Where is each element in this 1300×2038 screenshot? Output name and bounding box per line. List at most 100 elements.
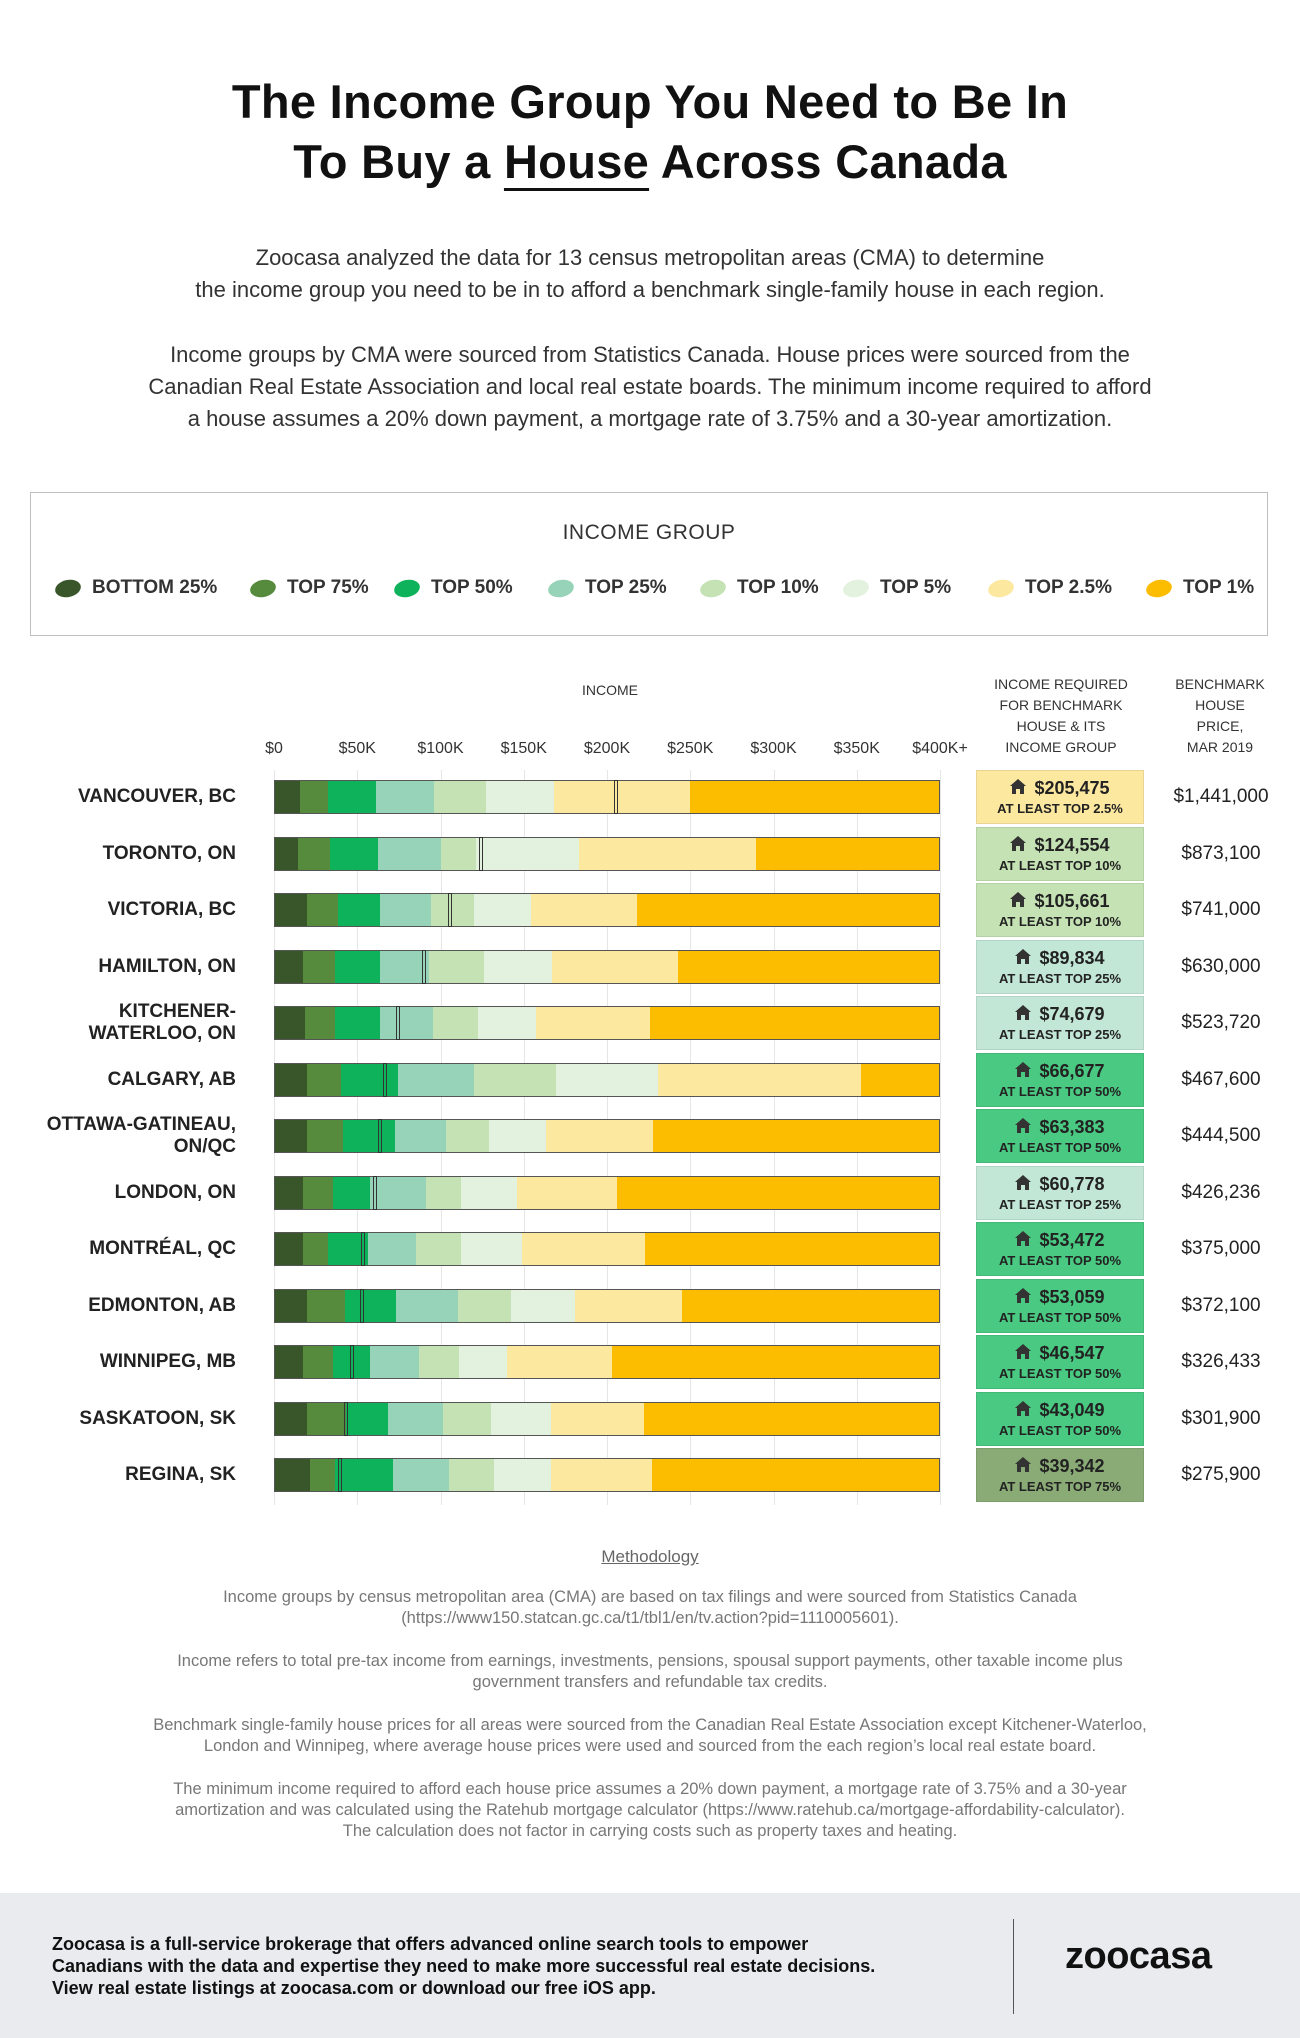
legend-swatch	[1144, 576, 1174, 600]
bar-segment	[275, 950, 304, 983]
x-tick-label: $50K	[338, 740, 376, 757]
bar-segment	[653, 1120, 939, 1152]
header-line: INCOME REQUIRED	[994, 676, 1128, 692]
intro-line: the income group you need to be in to af…	[195, 277, 1105, 302]
required-income-value: $105,661	[977, 891, 1143, 912]
required-income-amount: $46,547	[1039, 1343, 1105, 1363]
required-income-group: AT LEAST TOP 75%	[998, 1479, 1122, 1494]
bar-segment	[460, 1176, 518, 1209]
bar-segment	[376, 781, 435, 813]
required-income-marker	[383, 1062, 388, 1097]
city-label: REGINA, SK	[125, 1464, 236, 1485]
bar-segment	[329, 837, 378, 870]
stacked-bar	[274, 949, 940, 984]
bar-segment	[636, 894, 939, 926]
legend-label: TOP 2.5%	[1025, 577, 1112, 598]
legend-label: TOP 50%	[431, 577, 513, 598]
bar-segment	[275, 1063, 307, 1096]
required-income-value: $46,547	[977, 1343, 1143, 1364]
legend-label: TOP 5%	[880, 577, 952, 598]
bar-segment	[552, 950, 679, 983]
bar-segment	[494, 1459, 551, 1491]
bar-segment	[689, 781, 939, 813]
bar-segment	[550, 1402, 644, 1435]
required-income-value: $43,049	[977, 1400, 1143, 1421]
legend-item: TOP 2.5%	[986, 576, 1112, 600]
benchmark-price: $372,100	[1181, 1294, 1261, 1316]
required-income-value: $89,834	[977, 948, 1143, 969]
bar-segment	[535, 1007, 651, 1039]
page-title: The Income Group You Need to Be In To Bu…	[0, 72, 1300, 192]
required-income-marker	[614, 780, 619, 814]
house-icon	[1010, 835, 1027, 851]
required-income-amount: $89,834	[1039, 947, 1105, 968]
stacked-bar	[274, 1175, 940, 1210]
required-income-amount: $60,778	[1039, 1173, 1105, 1194]
gridline	[940, 770, 941, 1505]
bar-segment	[490, 1402, 551, 1435]
house-icon	[1010, 779, 1027, 794]
bar-segment	[303, 1233, 329, 1265]
benchmark-price: $301,900	[1181, 1407, 1261, 1429]
required-income-box: $53,059 AT LEAST TOP 50%	[976, 1278, 1144, 1333]
house-icon	[1015, 1231, 1032, 1246]
bar-segment	[275, 1459, 310, 1491]
x-tick-label: $200K	[583, 740, 631, 757]
legend-item: TOP 25%	[546, 576, 667, 600]
legend: INCOME GROUP BOTTOM 25% TOP 75% TOP 50% TOP…	[30, 492, 1268, 636]
required-income-marker	[447, 893, 452, 927]
legend-label: TOP 25%	[585, 577, 667, 598]
required-income-amount: $53,059	[1039, 1286, 1105, 1307]
header-line: HOUSE	[1195, 697, 1245, 713]
required-income-value: $124,554	[977, 835, 1143, 856]
house-icon	[1015, 1005, 1032, 1020]
bar-segment	[275, 1120, 307, 1152]
required-income-box: $46,547 AT LEAST TOP 50%	[976, 1335, 1144, 1389]
bar-segment	[459, 1346, 508, 1378]
bar-segment	[306, 1289, 345, 1322]
required-income-value: $74,679	[977, 1004, 1143, 1025]
footer-line: View real estate listings at zoocasa.com…	[52, 1978, 656, 1998]
house-icon	[1015, 948, 1032, 964]
required-income-box: $205,475 AT LEAST TOP 2.5%	[976, 770, 1144, 824]
bar-segment	[445, 1120, 490, 1152]
legend-label: TOP 75%	[287, 577, 369, 598]
methodology-title: Methodology	[601, 1547, 699, 1566]
bar-segment	[328, 781, 377, 813]
stacked-bar	[274, 836, 940, 871]
stacked-bar	[274, 1062, 940, 1097]
zoocasa-logo[interactable]: zoocasa	[1065, 1935, 1212, 1977]
required-income-amount: $43,049	[1039, 1399, 1105, 1420]
required-income-marker	[373, 1175, 378, 1210]
house-icon	[1015, 1344, 1032, 1359]
required-income-marker	[377, 1119, 382, 1153]
legend-swatch	[248, 576, 278, 600]
title-line-1: The Income Group You Need to Be In	[231, 75, 1069, 128]
bar-segment	[651, 1459, 939, 1491]
bar-segment	[860, 1063, 939, 1096]
bar-segment	[298, 837, 330, 870]
legend-item: TOP 75%	[248, 576, 369, 600]
required-income-group: AT LEAST TOP 25%	[998, 1027, 1122, 1042]
city-label-line: OTTAWA-GATINEAU,	[46, 1114, 236, 1135]
required-income-amount: $39,342	[1039, 1456, 1105, 1476]
bar-segment	[379, 950, 430, 983]
intro-line: a house assumes a 20% down payment, a mo…	[187, 406, 1113, 431]
legend-label: TOP 10%	[737, 577, 819, 598]
required-income-group: AT LEAST TOP 2.5%	[997, 801, 1123, 816]
required-income-box: $53,472 AT LEAST TOP 50%	[976, 1222, 1144, 1276]
legend-item: TOP 50%	[392, 576, 513, 600]
bar-segment	[522, 1233, 646, 1265]
required-income-box: $63,383 AT LEAST TOP 50%	[976, 1109, 1144, 1163]
bar-segment	[343, 1120, 395, 1152]
required-income-marker	[343, 1401, 348, 1436]
city-label: OTTAWA-GATINEAU, ON/QC	[0, 1114, 236, 1158]
bar-segment	[434, 781, 486, 813]
bar-segment	[681, 1289, 939, 1322]
required-income-amount: $63,383	[1039, 1117, 1105, 1137]
required-income-marker	[396, 1006, 401, 1040]
header-line: HOUSE & ITS	[1016, 718, 1106, 734]
footer-line: Canadians with the data and expertise th…	[52, 1956, 876, 1976]
required-income-marker	[349, 1345, 354, 1379]
required-income-amount: $105,661	[1034, 891, 1110, 911]
